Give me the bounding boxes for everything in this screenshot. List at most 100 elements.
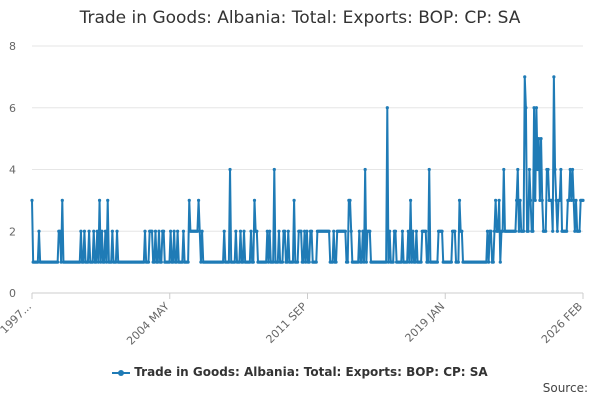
data-point[interactable] <box>152 260 156 264</box>
data-point[interactable] <box>414 229 419 233</box>
data-point[interactable] <box>251 260 255 264</box>
data-point[interactable] <box>532 106 536 110</box>
data-point[interactable] <box>114 260 118 264</box>
data-point[interactable] <box>497 198 501 202</box>
data-point[interactable] <box>413 260 417 264</box>
data-point[interactable] <box>106 198 110 202</box>
data-point[interactable] <box>252 198 257 202</box>
data-point[interactable] <box>103 229 107 233</box>
data-point[interactable] <box>426 260 430 264</box>
data-point[interactable] <box>233 260 237 264</box>
data-point[interactable] <box>241 260 245 264</box>
data-point[interactable] <box>95 229 99 233</box>
data-point[interactable] <box>487 260 491 264</box>
data-point[interactable] <box>489 229 493 233</box>
data-point[interactable] <box>513 229 518 233</box>
data-point[interactable] <box>195 229 200 233</box>
data-point[interactable] <box>96 260 100 264</box>
data-point[interactable] <box>82 229 87 233</box>
data-point[interactable] <box>531 229 535 233</box>
data-point[interactable] <box>302 229 307 233</box>
data-point[interactable] <box>540 198 544 202</box>
data-point[interactable] <box>574 198 578 202</box>
data-point[interactable] <box>167 260 172 264</box>
legend[interactable]: Trade in Goods: Albania: Total: Exports:… <box>0 365 600 379</box>
data-point[interactable] <box>399 260 403 264</box>
data-point[interactable] <box>485 229 490 233</box>
data-point[interactable] <box>60 198 64 202</box>
data-point[interactable] <box>227 260 231 264</box>
data-point[interactable] <box>424 229 428 233</box>
data-point[interactable] <box>58 229 62 233</box>
data-point[interactable] <box>524 106 528 110</box>
data-point[interactable] <box>535 167 540 172</box>
data-point[interactable] <box>567 198 571 202</box>
data-point[interactable] <box>221 260 225 264</box>
data-point[interactable] <box>568 167 572 172</box>
data-point[interactable] <box>314 260 318 264</box>
data-point[interactable] <box>187 198 191 202</box>
data-point[interactable] <box>517 229 521 233</box>
data-point[interactable] <box>457 198 462 202</box>
data-point[interactable] <box>181 229 186 233</box>
data-point[interactable] <box>363 167 367 172</box>
data-point[interactable] <box>199 260 203 264</box>
data-point[interactable] <box>572 198 576 202</box>
data-point[interactable] <box>498 260 502 264</box>
data-point[interactable] <box>527 167 532 172</box>
data-point[interactable] <box>554 198 558 202</box>
data-point[interactable] <box>558 198 562 202</box>
data-point[interactable] <box>537 137 541 141</box>
data-point[interactable] <box>81 260 85 264</box>
data-point[interactable] <box>577 229 582 233</box>
data-point[interactable] <box>456 260 460 264</box>
data-point[interactable] <box>362 260 366 264</box>
data-point[interactable] <box>248 260 252 264</box>
data-point[interactable] <box>534 106 539 110</box>
data-point[interactable] <box>364 260 368 264</box>
data-point[interactable] <box>538 198 542 202</box>
data-point[interactable] <box>237 260 241 264</box>
data-point[interactable] <box>59 260 63 264</box>
data-point[interactable] <box>268 229 272 233</box>
data-point[interactable] <box>410 260 414 264</box>
data-point[interactable] <box>419 260 423 264</box>
data-point[interactable] <box>176 229 180 233</box>
data-point[interactable] <box>90 260 95 264</box>
data-point[interactable] <box>301 260 306 264</box>
data-point[interactable] <box>242 229 246 233</box>
data-point[interactable] <box>174 260 179 264</box>
data-point[interactable] <box>292 198 296 202</box>
data-point[interactable] <box>115 229 119 233</box>
data-point[interactable] <box>435 260 439 264</box>
data-point[interactable] <box>36 260 40 264</box>
data-point[interactable] <box>491 260 495 264</box>
data-point[interactable] <box>79 229 83 233</box>
data-point[interactable] <box>523 75 527 79</box>
data-point[interactable] <box>309 229 314 233</box>
data-point[interactable] <box>305 229 309 233</box>
data-point[interactable] <box>515 198 519 202</box>
data-point[interactable] <box>569 198 573 202</box>
data-point[interactable] <box>150 229 154 233</box>
data-point[interactable] <box>386 260 391 264</box>
data-point[interactable] <box>555 229 559 233</box>
data-point[interactable] <box>360 260 364 264</box>
data-point[interactable] <box>348 198 352 202</box>
data-point[interactable] <box>277 229 281 233</box>
data-point[interactable] <box>551 229 555 233</box>
data-point[interactable] <box>234 229 238 233</box>
data-point[interactable] <box>346 260 350 264</box>
data-point[interactable] <box>286 229 290 233</box>
data-point[interactable] <box>357 229 361 233</box>
data-point[interactable] <box>109 260 113 264</box>
data-point[interactable] <box>552 75 556 79</box>
data-point[interactable] <box>228 167 232 172</box>
data-point[interactable] <box>549 198 554 202</box>
data-point[interactable] <box>496 229 500 233</box>
data-point[interactable] <box>285 260 289 264</box>
data-point[interactable] <box>502 167 506 172</box>
data-point[interactable] <box>559 167 563 172</box>
data-point[interactable] <box>307 260 311 264</box>
credits[interactable]: Source: <box>542 381 588 395</box>
